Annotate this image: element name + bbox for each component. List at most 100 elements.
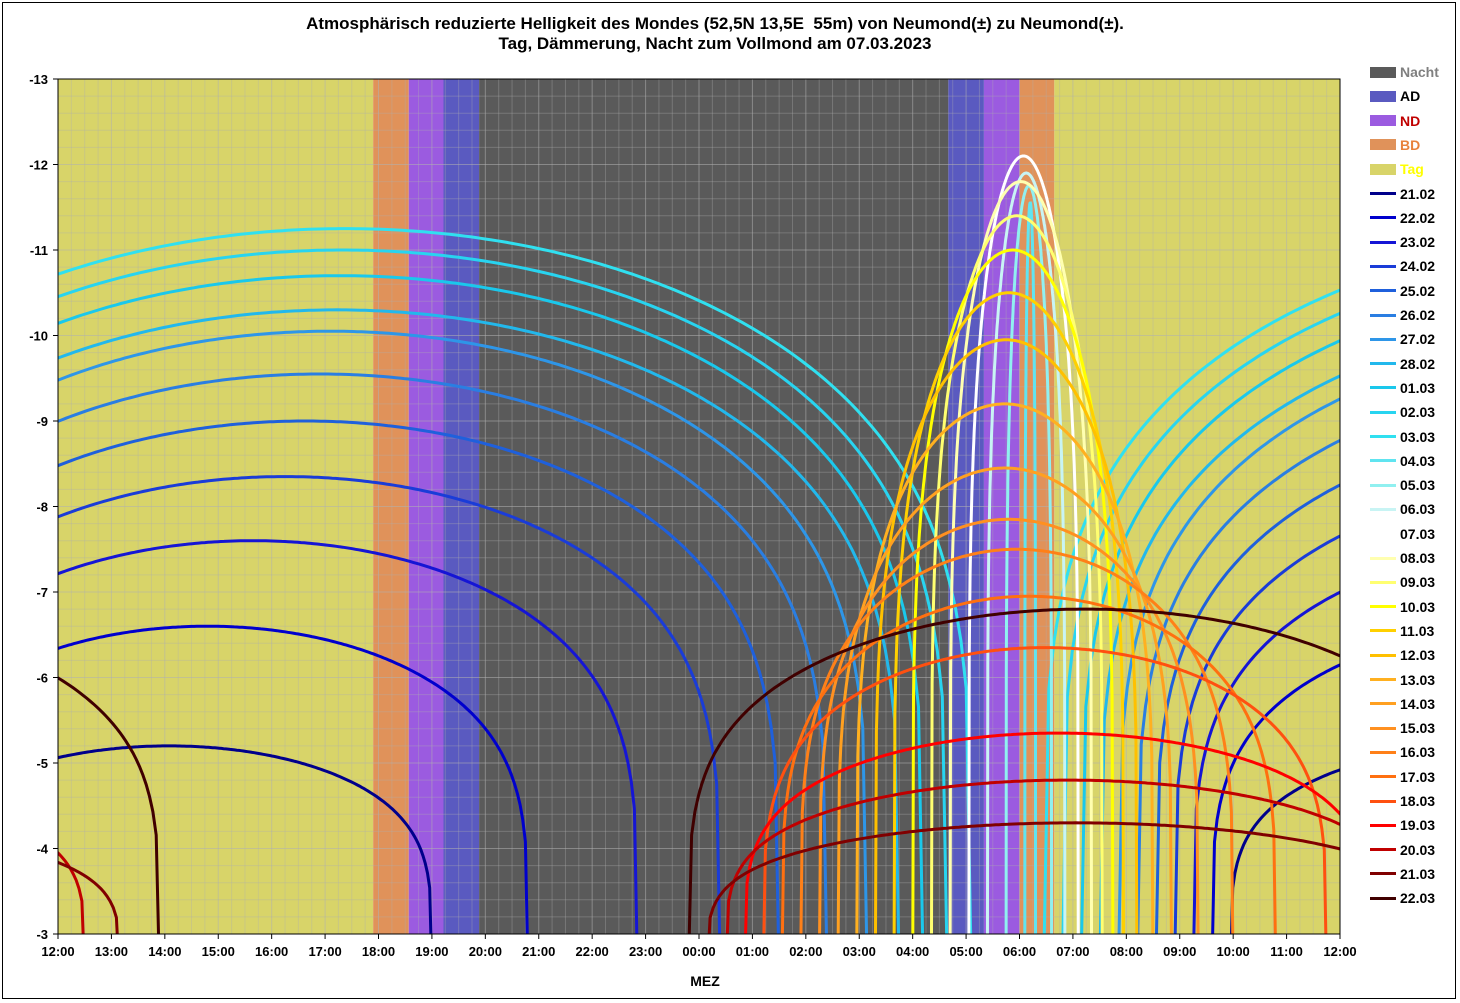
legend-swatch xyxy=(1370,823,1396,827)
legend-item-11-03: 11.03 xyxy=(1370,621,1434,641)
legend-label: 19.03 xyxy=(1400,817,1436,834)
series-layer xyxy=(58,154,1340,934)
legend-label: 23.02 xyxy=(1400,234,1436,251)
legend-swatch xyxy=(1370,532,1396,536)
legend-swatch xyxy=(1370,483,1396,487)
legend-item-20-03: 20.03 xyxy=(1370,840,1435,860)
x-tick-label: 21:00 xyxy=(522,944,555,959)
y-tick-label: -6 xyxy=(36,671,48,686)
legend-label: 01.03 xyxy=(1400,379,1436,396)
legend-label: 03.03 xyxy=(1400,428,1436,445)
legend-label: 21.02 xyxy=(1400,185,1436,202)
x-axis-label: MEZ xyxy=(690,973,720,989)
legend-label: 18.03 xyxy=(1400,793,1436,809)
series-line-11-03 xyxy=(892,291,1126,934)
y-tick-label: -3 xyxy=(36,927,48,942)
legend-swatch xyxy=(1370,702,1396,706)
legend-label: 25.02 xyxy=(1400,282,1436,299)
x-tick-label: 12:00 xyxy=(41,944,74,959)
legend-label: 02.03 xyxy=(1400,404,1436,421)
legend-swatch xyxy=(1370,66,1396,78)
series-line-24-02 xyxy=(1173,534,1340,934)
x-tick-label: 22:00 xyxy=(576,944,609,959)
x-tick-label: 05:00 xyxy=(949,944,982,959)
legend-item-06-03: 06.03 xyxy=(1370,499,1435,519)
x-tick-label: 12:00 xyxy=(1323,944,1356,959)
legend-item-21-02: 21.02 xyxy=(1370,184,1435,204)
series-line-16-03 xyxy=(799,547,1235,934)
legend-item-03-03: 03.03 xyxy=(1370,427,1435,447)
series-line-24-02-prev xyxy=(58,475,722,934)
legend-item-07-03: 07.03 xyxy=(1370,524,1435,544)
legend-swatch xyxy=(1370,653,1396,657)
y-tick-label: -12 xyxy=(29,158,48,173)
legend-item-23-02: 23.02 xyxy=(1370,232,1435,252)
chart-title: Atmosphärisch reduzierte Helligkeit des … xyxy=(0,14,1430,54)
legend-swatch xyxy=(1370,507,1396,511)
legend-item-nd: ND xyxy=(1370,111,1420,131)
legend-item-22-03: 22.03 xyxy=(1370,888,1435,908)
legend-item-19-03: 19.03 xyxy=(1370,815,1435,835)
legend-label: 28.02 xyxy=(1400,355,1436,372)
y-tick-label: -7 xyxy=(36,585,48,600)
x-tick-label: 01:00 xyxy=(736,944,769,959)
legend-label: 08.03 xyxy=(1400,550,1436,566)
legend-label: 16.03 xyxy=(1400,744,1436,761)
x-tick-label: 15:00 xyxy=(202,944,235,959)
series-line-06-03 xyxy=(985,171,1067,934)
legend-item-tag: Tag xyxy=(1370,159,1424,179)
series-line-21-02-prev xyxy=(58,744,433,934)
legend-label: 06.03 xyxy=(1400,501,1436,518)
title-line-1: Atmosphärisch reduzierte Helligkeit des … xyxy=(306,14,1124,33)
legend-item-24-02: 24.02 xyxy=(1370,256,1435,276)
x-tick-label: 16:00 xyxy=(255,944,288,959)
legend-item-27-02: 27.02 xyxy=(1370,329,1435,349)
legend-swatch xyxy=(1370,386,1396,390)
x-tick-label: 14:00 xyxy=(148,944,181,959)
legend-label: 14.03 xyxy=(1400,695,1436,712)
series-line-20-03 xyxy=(725,778,1340,934)
legend-label: 17.03 xyxy=(1400,768,1436,785)
legend-item-10-03: 10.03 xyxy=(1370,597,1435,617)
x-tick-label: 11:00 xyxy=(1270,944,1303,959)
legend-swatch xyxy=(1370,337,1396,341)
legend-swatch xyxy=(1370,605,1396,609)
series-line-01-03 xyxy=(1080,339,1340,934)
legend-label: ND xyxy=(1400,112,1421,129)
legend-item-21-03: 21.03 xyxy=(1370,864,1435,884)
series-line-23-02 xyxy=(1192,590,1340,934)
legend-swatch xyxy=(1370,240,1396,244)
series-line-02-03-prev xyxy=(58,248,949,934)
x-tick-label: 02:00 xyxy=(789,944,822,959)
legend-swatch xyxy=(1370,264,1396,268)
legend-swatch xyxy=(1370,775,1396,779)
legend-label: 22.02 xyxy=(1400,209,1436,226)
series-line-22-02 xyxy=(1211,663,1340,934)
legend-item-02-03: 02.03 xyxy=(1370,402,1435,422)
title-line-2: Tag, Dämmerung, Nacht zum Vollmond am 07… xyxy=(498,34,932,53)
axis-layer: 12:00 13:00 14:00 15:00 16:00 17:00 18:00 19:00… xyxy=(29,72,1356,959)
legend-swatch xyxy=(1370,139,1396,151)
legend-label: 22.03 xyxy=(1400,890,1436,907)
legend-swatch xyxy=(1370,362,1396,366)
legend-label: 20.03 xyxy=(1400,841,1436,858)
series-line-27-02-prev xyxy=(58,329,869,934)
legend-item-09-03: 09.03 xyxy=(1370,572,1435,592)
legend-label: 11.03 xyxy=(1400,622,1435,639)
legend-swatch xyxy=(1370,678,1396,681)
legend-swatch xyxy=(1370,192,1396,195)
series-line-19-03 xyxy=(744,731,1340,934)
legend-label: 13.03 xyxy=(1400,671,1436,688)
x-tick-label: 20:00 xyxy=(469,944,502,959)
legend-item-28-02: 28.02 xyxy=(1370,354,1435,374)
legend-swatch xyxy=(1370,289,1396,293)
series-line-22-02-prev xyxy=(58,624,529,934)
legend-swatch xyxy=(1370,163,1396,175)
legend-label: 04.03 xyxy=(1400,452,1436,469)
series-line-28-02-prev xyxy=(58,308,901,934)
series-line-17-03 xyxy=(780,594,1277,934)
series-line-23-02-prev xyxy=(58,539,639,934)
series-line-18-03 xyxy=(762,646,1328,934)
legend-swatch xyxy=(1370,799,1396,803)
series-line-21-03 xyxy=(707,821,1340,934)
